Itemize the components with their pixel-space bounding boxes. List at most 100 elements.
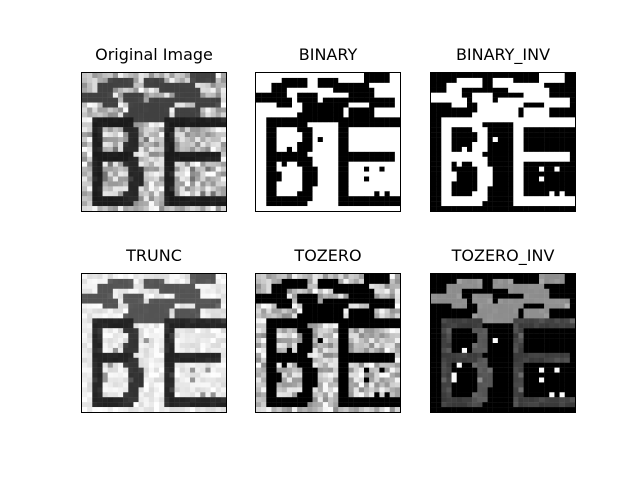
pixel bbox=[544, 171, 550, 177]
pixel bbox=[107, 87, 114, 93]
pixel bbox=[544, 176, 550, 182]
pixel bbox=[133, 382, 139, 388]
pixel bbox=[374, 87, 380, 93]
pixel bbox=[179, 318, 186, 324]
pixel bbox=[286, 191, 293, 197]
pixel bbox=[348, 283, 354, 289]
pixel bbox=[451, 318, 457, 324]
pixel bbox=[200, 156, 206, 162]
pixel bbox=[328, 362, 334, 368]
pixel bbox=[523, 347, 529, 354]
pixel bbox=[441, 377, 447, 383]
pixel bbox=[210, 161, 216, 167]
pixel bbox=[559, 191, 565, 197]
pixel bbox=[292, 318, 298, 324]
pixel bbox=[394, 303, 400, 309]
pixel bbox=[492, 274, 499, 280]
pixel bbox=[210, 151, 216, 157]
pixel bbox=[195, 402, 201, 408]
pixel bbox=[446, 97, 452, 103]
pixel bbox=[266, 283, 272, 289]
pixel bbox=[353, 333, 360, 339]
pixel bbox=[492, 328, 499, 334]
pixel bbox=[564, 347, 571, 354]
pixel bbox=[205, 362, 211, 368]
pixel bbox=[446, 278, 452, 285]
pixel bbox=[261, 112, 267, 118]
pixel bbox=[394, 357, 400, 363]
pixel bbox=[328, 117, 334, 123]
pixel bbox=[317, 73, 324, 79]
pixel bbox=[477, 308, 483, 314]
pixel bbox=[261, 367, 267, 373]
pixel bbox=[528, 288, 535, 294]
pixel bbox=[148, 323, 155, 329]
pixel bbox=[503, 107, 509, 113]
pixel bbox=[286, 352, 293, 358]
pixel bbox=[533, 293, 540, 299]
pixel bbox=[317, 362, 324, 368]
pixel bbox=[220, 132, 226, 138]
pixel bbox=[128, 362, 134, 368]
pixel bbox=[518, 387, 524, 393]
pixel bbox=[389, 201, 396, 207]
pixel bbox=[133, 303, 139, 309]
pixel bbox=[123, 102, 129, 108]
pixel bbox=[569, 274, 575, 280]
pixel bbox=[312, 313, 318, 319]
pixel bbox=[286, 333, 293, 339]
pixel bbox=[477, 377, 483, 383]
pixel bbox=[451, 97, 457, 103]
pixel bbox=[508, 82, 514, 88]
pixel bbox=[143, 328, 150, 334]
pixel bbox=[184, 127, 191, 133]
pixel bbox=[276, 132, 282, 138]
pixel bbox=[200, 82, 206, 88]
pixel bbox=[436, 387, 442, 393]
pixel bbox=[97, 313, 103, 319]
pixel bbox=[159, 288, 165, 294]
pixel bbox=[112, 352, 119, 358]
pixel bbox=[554, 333, 560, 339]
pixel bbox=[92, 117, 98, 123]
pixel bbox=[472, 283, 478, 289]
pixel bbox=[564, 313, 571, 319]
pixel bbox=[492, 102, 499, 108]
pixel bbox=[128, 166, 134, 172]
pixel bbox=[312, 318, 318, 324]
pixel bbox=[200, 313, 206, 319]
pixel bbox=[195, 338, 201, 344]
pixel bbox=[297, 288, 303, 294]
pixel bbox=[200, 201, 206, 207]
pixel bbox=[82, 372, 88, 378]
pixel bbox=[184, 323, 191, 329]
pixel bbox=[513, 338, 519, 344]
pixel bbox=[256, 377, 262, 383]
pixel bbox=[533, 151, 540, 157]
pixel bbox=[477, 397, 483, 403]
pixel bbox=[333, 166, 339, 172]
pixel bbox=[205, 102, 211, 108]
pixel bbox=[215, 82, 222, 88]
pixel bbox=[436, 288, 442, 294]
pixel bbox=[528, 97, 535, 103]
pixel bbox=[374, 82, 380, 88]
pixel bbox=[348, 186, 354, 192]
pixel bbox=[281, 122, 288, 128]
pixel bbox=[184, 146, 191, 153]
pixel bbox=[256, 166, 262, 172]
pixel bbox=[333, 343, 339, 349]
pixel bbox=[369, 171, 375, 177]
pixel bbox=[559, 196, 565, 202]
pixel bbox=[436, 372, 442, 378]
pixel bbox=[559, 377, 565, 383]
pixel bbox=[497, 82, 504, 88]
pixel bbox=[184, 161, 191, 167]
pixel bbox=[87, 278, 93, 285]
pixel bbox=[431, 127, 437, 133]
pixel bbox=[441, 293, 447, 299]
pixel bbox=[169, 308, 175, 314]
pixel bbox=[348, 191, 354, 197]
pixel bbox=[544, 87, 550, 93]
pixel bbox=[112, 97, 119, 103]
